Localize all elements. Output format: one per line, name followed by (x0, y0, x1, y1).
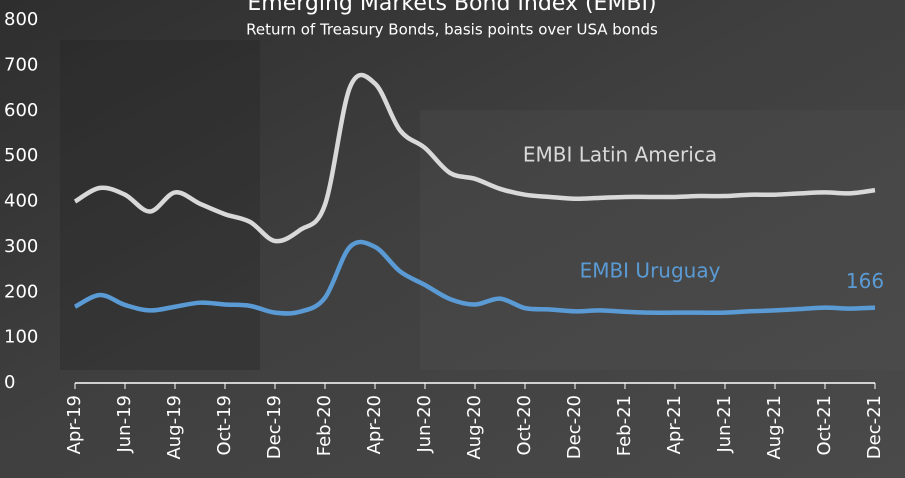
chart-title: Emerging Markets Bond Index (EMBI) (247, 0, 656, 16)
y-tick-label: 500 (4, 145, 38, 166)
y-tick-label: 300 (4, 236, 38, 257)
x-tick-label: Aug-20 (464, 395, 485, 460)
y-tick-label: 100 (4, 327, 38, 348)
x-tick-label: Dec-21 (864, 395, 885, 459)
x-tick-label: Dec-19 (264, 395, 285, 459)
y-tick-label: 400 (4, 191, 38, 212)
x-tick-label: Oct-19 (214, 395, 235, 456)
x-tick-label: Apr-20 (364, 395, 385, 454)
x-tick-label: Apr-21 (664, 395, 685, 454)
chart-subtitle: Return of Treasury Bonds, basis points o… (246, 21, 658, 39)
x-tick-label: Apr-19 (64, 395, 85, 454)
x-tick-label: Jun-20 (414, 395, 435, 454)
series-label: EMBI Uruguay (580, 259, 721, 283)
x-tick-label: Feb-21 (614, 395, 635, 456)
y-tick-label: 700 (4, 54, 38, 75)
x-tick-label: Aug-19 (164, 395, 185, 460)
y-tick-label: 200 (4, 281, 38, 302)
y-tick-label: 800 (4, 9, 38, 30)
series-label: EMBI Latin America (523, 143, 717, 167)
x-tick-label: Oct-21 (814, 395, 835, 456)
value-label: 166 (846, 269, 884, 293)
x-tick-label: Feb-20 (314, 395, 335, 456)
x-tick-label: Aug-21 (764, 395, 785, 460)
x-tick-label: Oct-20 (514, 395, 535, 456)
x-tick-label: Jun-21 (714, 395, 735, 454)
y-tick-label: 0 (4, 372, 15, 393)
chart: Emerging Markets Bond Index (EMBI) Retur… (0, 0, 905, 478)
x-tick-label: Jun-19 (114, 395, 135, 454)
x-tick-label: Dec-20 (564, 395, 585, 459)
page: {"chart_data": {"type": "line", "title":… (0, 0, 905, 478)
y-tick-label: 600 (4, 100, 38, 121)
